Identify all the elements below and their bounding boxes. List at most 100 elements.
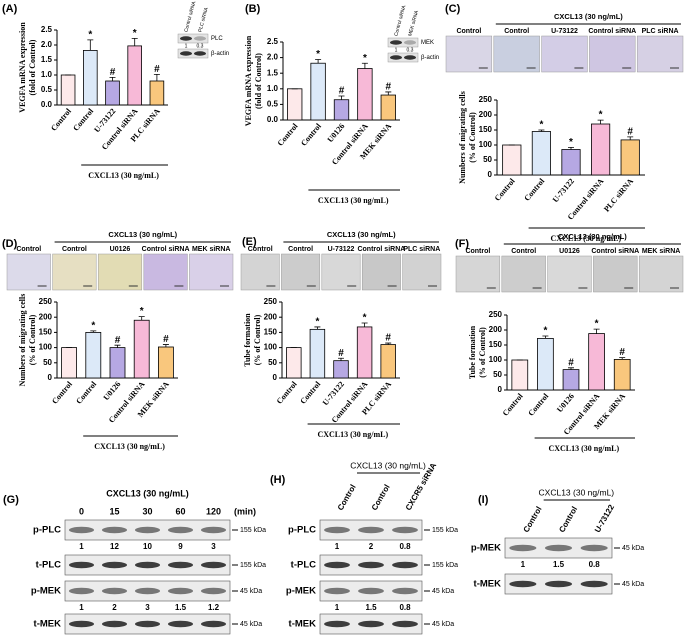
quantification: 1 bbox=[335, 542, 340, 551]
significance-mark: # bbox=[110, 67, 116, 78]
significance-mark: * bbox=[133, 28, 137, 39]
band bbox=[68, 587, 95, 595]
inset-blot bbox=[387, 37, 419, 48]
micrograph bbox=[52, 253, 97, 291]
error-bar bbox=[593, 328, 600, 334]
size-marker: 45 kDa bbox=[240, 588, 262, 595]
error-bar bbox=[627, 136, 634, 140]
lane-label: 15 bbox=[109, 506, 119, 516]
inset-band bbox=[180, 51, 192, 56]
bar bbox=[613, 358, 631, 391]
row-label: p-MEK bbox=[31, 586, 61, 597]
y-axis-label: Tube formation bbox=[243, 313, 252, 367]
micrograph bbox=[547, 255, 592, 293]
band bbox=[544, 580, 573, 588]
panel-label: (B) bbox=[245, 3, 261, 15]
bar bbox=[310, 62, 326, 121]
x-tick-label: Control bbox=[522, 176, 546, 203]
micrograph-label: MEK siRNA bbox=[192, 246, 231, 253]
y-tick-label: 250 bbox=[264, 297, 278, 306]
bar bbox=[511, 359, 529, 391]
group-label: CXCL13 (30 ng/mL) bbox=[318, 196, 389, 205]
micrograph-label: U0126 bbox=[110, 246, 131, 253]
micrograph-group-label: CXCL13 (30 ng/mL) bbox=[558, 232, 627, 241]
bar bbox=[61, 347, 78, 379]
y-tick-label: 250 bbox=[479, 95, 493, 104]
micrograph-label: PLC siRNA bbox=[403, 246, 440, 253]
inset-band bbox=[390, 55, 402, 60]
y-tick-label: 100 bbox=[39, 343, 53, 352]
x-tick-label: Control bbox=[50, 379, 74, 406]
error-bar bbox=[131, 38, 138, 46]
band bbox=[200, 526, 227, 534]
bar bbox=[380, 94, 396, 121]
bar bbox=[502, 144, 522, 176]
error-bar bbox=[361, 322, 368, 327]
quantification: 0.8 bbox=[399, 542, 411, 551]
micrograph-label: U-73122 bbox=[328, 246, 355, 253]
band bbox=[167, 526, 194, 534]
bar bbox=[149, 80, 165, 106]
y-axis-label: Numbers of migrating cells bbox=[458, 91, 467, 184]
quantification: 10 bbox=[143, 542, 152, 551]
quantification: 1.2 bbox=[208, 603, 220, 612]
x-tick-label: U0126 bbox=[555, 392, 576, 414]
x-tick-label: Control bbox=[74, 379, 98, 406]
size-marker: 45 kDa bbox=[622, 545, 644, 552]
micrograph bbox=[402, 253, 442, 291]
quantification: 2 bbox=[112, 603, 117, 612]
band bbox=[509, 544, 537, 552]
band bbox=[101, 561, 128, 569]
micrograph-label: U-73122 bbox=[551, 28, 578, 35]
row-label: t-MEK bbox=[34, 619, 62, 630]
error-bar bbox=[114, 344, 121, 348]
y-axis-label: VEGFA mRNA expression bbox=[244, 35, 253, 126]
x-tick-label: Control bbox=[493, 176, 517, 203]
y-tick-label: 1.5 bbox=[267, 68, 279, 77]
bar bbox=[309, 328, 326, 379]
micrograph-label: Control bbox=[456, 28, 481, 35]
quantification: 3 bbox=[145, 603, 150, 612]
band bbox=[134, 561, 161, 569]
band bbox=[68, 620, 95, 628]
group-label: CXCL13 (30 ng/mL) bbox=[317, 430, 388, 439]
quantification: 0.8 bbox=[589, 560, 601, 569]
band bbox=[167, 587, 194, 595]
inset-row-label: β-actin bbox=[421, 55, 439, 61]
inset-band bbox=[390, 40, 402, 45]
significance-mark: # bbox=[627, 127, 633, 138]
size-marker: 155 kDa bbox=[432, 562, 458, 569]
significance-mark: # bbox=[339, 86, 345, 97]
x-tick-label: Control bbox=[501, 391, 525, 418]
quantification: 1.5 bbox=[553, 560, 565, 569]
y-tick-label: 100 bbox=[264, 343, 278, 352]
y-tick-label: 50 bbox=[43, 358, 52, 367]
quantification: 0.8 bbox=[399, 603, 411, 612]
group-label: CXCL13 (30 ng/mL) bbox=[94, 442, 165, 451]
micrograph bbox=[593, 255, 638, 293]
micrograph-label: Control siRNA bbox=[142, 246, 190, 253]
y-tick-label: 1.5 bbox=[41, 55, 53, 64]
significance-mark: * bbox=[569, 137, 573, 148]
micrograph-group-label: CXCL13 (30 ng/mL) bbox=[327, 230, 396, 239]
row-label: p-MEK bbox=[286, 586, 316, 597]
x-tick-label: PLC siRNA bbox=[602, 177, 635, 214]
y-tick-label: 250 bbox=[39, 297, 53, 306]
error-bar bbox=[338, 357, 344, 361]
micrograph bbox=[281, 253, 321, 291]
error-bar bbox=[542, 335, 549, 339]
y-tick-label: 0.5 bbox=[41, 85, 53, 94]
error-bar bbox=[619, 357, 626, 360]
quantification: 12 bbox=[110, 542, 119, 551]
y-tick-label: 50 bbox=[483, 155, 492, 164]
bar bbox=[356, 326, 373, 379]
inset-lane-label: Control siRNA bbox=[393, 4, 407, 37]
panel-label: (E) bbox=[242, 236, 257, 248]
micrograph bbox=[361, 253, 401, 291]
micrograph bbox=[455, 255, 501, 293]
band bbox=[134, 587, 161, 595]
error-bar bbox=[162, 344, 169, 347]
micrograph-label: Control bbox=[288, 246, 313, 253]
x-tick-label: U0126 bbox=[102, 380, 123, 402]
error-bar bbox=[153, 74, 160, 81]
